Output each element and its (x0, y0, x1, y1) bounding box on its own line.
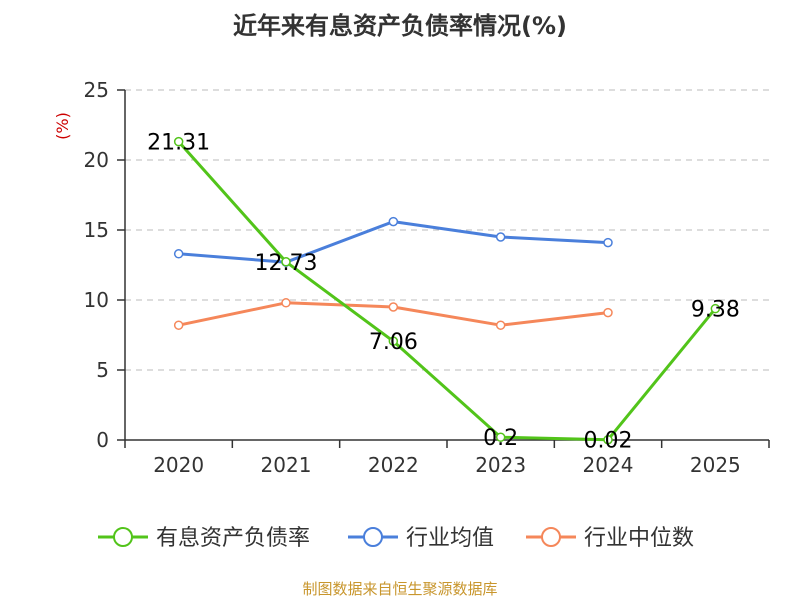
series-lines (173, 136, 721, 445)
legend-label: 行业均值 (406, 526, 494, 551)
y-axis-label: (%) (53, 112, 72, 140)
x-tick-label: 2023 (475, 453, 526, 477)
data-label: 21.31 (147, 131, 210, 156)
x-tick-label: 2024 (583, 453, 634, 477)
legend-marker (541, 527, 561, 547)
legend: 有息资产负债率 行业均值 行业中位数 (98, 526, 694, 551)
x-tick-label: 2025 (690, 453, 741, 477)
y-tick-label: 0 (96, 428, 109, 452)
data-point (388, 302, 399, 312)
data-point (173, 249, 184, 259)
data-label: 9.38 (691, 298, 740, 323)
data-label: 12.73 (255, 251, 318, 276)
legend-label: 有息资产负债率 (156, 526, 310, 551)
data-label: 7.06 (369, 330, 418, 355)
legend-marker (113, 527, 133, 547)
data-point (281, 257, 291, 267)
data-point (495, 432, 506, 442)
chart-title: 近年来有息资产负债率情况(%) (233, 12, 567, 40)
data-point (388, 336, 399, 346)
y-tick-label: 10 (84, 288, 109, 312)
legend-label: 行业中位数 (584, 526, 694, 551)
data-point (495, 320, 506, 330)
data-point (603, 307, 613, 318)
source-note: 制图数据来自恒生聚源数据库 (302, 580, 497, 598)
x-tick-label: 2022 (368, 453, 419, 477)
data-point (173, 136, 184, 147)
data-point (173, 320, 184, 330)
data-point (495, 232, 506, 242)
data-point (388, 216, 399, 227)
data-label: 0.02 (584, 429, 633, 454)
x-tick-label: 2020 (153, 453, 204, 477)
data-point (603, 237, 613, 248)
y-tick-label: 5 (96, 358, 109, 382)
data-labels: 21.31 12.73 7.06 0.2 0.02 9.38 (147, 131, 740, 454)
data-point (281, 298, 291, 308)
data-point (603, 434, 613, 445)
series-line (177, 140, 717, 442)
legend-marker (363, 527, 383, 547)
y-tick-label: 25 (84, 78, 109, 102)
data-point (710, 303, 721, 314)
y-tick-label: 15 (84, 218, 109, 242)
x-tick-label: 2021 (261, 453, 312, 477)
y-tick-label: 20 (84, 148, 109, 172)
series-line (178, 220, 609, 264)
data-label: 0.2 (483, 426, 518, 451)
